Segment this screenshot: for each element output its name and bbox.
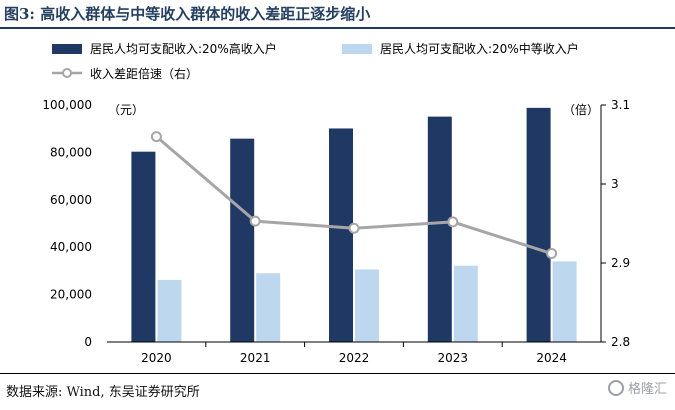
bar-high-income-2023	[427, 116, 452, 342]
bar-high-income-2020	[131, 151, 156, 342]
x-tick-label: 2020	[141, 351, 172, 365]
bars	[131, 107, 577, 343]
bar-high-income-2024	[526, 107, 551, 343]
legend: 居民人均可支配收入:20%高收入户 居民人均可支配收入:20%中等收入户 收入差…	[52, 41, 579, 81]
bar-middle-income-2022	[355, 269, 379, 342]
watermark-logo-icon	[607, 379, 624, 396]
y-right-unit-label: （倍）	[563, 102, 599, 117]
y-left-tick-label: 80,000	[50, 145, 92, 159]
ratio-line-series	[150, 131, 558, 260]
legend-swatch-ratio-marker	[62, 68, 72, 78]
x-tick-label: 2022	[339, 351, 370, 365]
bar-high-income-2021	[230, 138, 255, 342]
legend-label-high-income: 居民人均可支配收入:20%高收入户	[90, 41, 277, 56]
y-left-tick-label: 0	[84, 335, 92, 349]
ratio-point-2021	[249, 215, 261, 227]
y-right-tick-label: 3.1	[611, 98, 630, 112]
y-left-tick-label: 40,000	[50, 240, 92, 254]
bar-middle-income-2020	[157, 279, 182, 342]
x-tick-label: 2024	[536, 351, 567, 365]
x-tick-label: 2023	[438, 351, 469, 365]
y-right-ticks: 2.8 2.9 3 3.1	[601, 98, 630, 349]
x-tick-label: 2021	[240, 351, 271, 365]
y-right-tick-label: 2.9	[611, 256, 630, 270]
ratio-point-2020	[150, 131, 162, 143]
chart: 居民人均可支配收入:20%高收入户 居民人均可支配收入:20%中等收入户 收入差…	[42, 41, 630, 365]
ratio-line	[155, 135, 553, 255]
ratio-point-2022	[348, 222, 360, 234]
title-divider	[0, 27, 675, 29]
ratio-point-2024	[546, 248, 558, 260]
y-left-ticks: 0 20,000 40,000 60,000 80,000 100,000	[42, 98, 92, 349]
y-left-tick-label: 20,000	[50, 288, 92, 302]
watermark: 格隆汇	[607, 378, 667, 397]
y-left-tick-label: 60,000	[50, 193, 92, 207]
watermark-text: 格隆汇	[627, 382, 667, 397]
legend-swatch-high-income	[52, 44, 82, 54]
bar-middle-income-2023	[453, 265, 478, 342]
legend-label-middle-income: 居民人均可支配收入:20%中等收入户	[380, 41, 579, 56]
x-ticks: 2020 2021 2022 2023 2024	[141, 342, 567, 365]
source-divider	[0, 373, 675, 374]
bar-high-income-2022	[329, 128, 353, 342]
y-right-tick-label: 2.8	[611, 335, 630, 349]
legend-label-ratio: 收入差距倍速（右）	[90, 66, 198, 81]
y-left-unit-label: （元）	[108, 103, 144, 117]
figure-title: 图3: 高收入群体与中等收入群体的收入差距正逐步缩小	[4, 5, 371, 23]
source-note: 数据来源: Wind, 东吴证券研究所	[6, 385, 200, 400]
bar-middle-income-2024	[552, 261, 577, 342]
y-left-tick-label: 100,000	[42, 98, 92, 112]
y-right-tick-label: 3	[611, 177, 619, 191]
legend-swatch-middle-income	[342, 44, 372, 54]
ratio-point-2023	[447, 216, 459, 228]
bar-middle-income-2021	[256, 273, 281, 342]
